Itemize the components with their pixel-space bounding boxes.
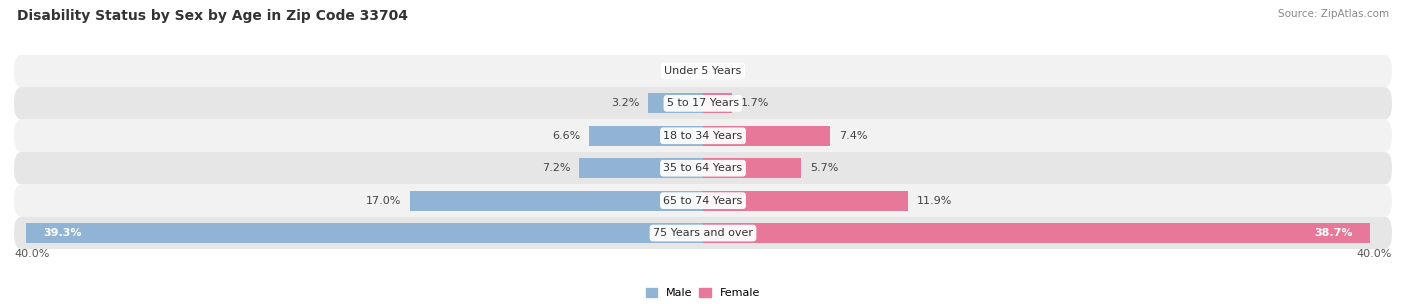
FancyBboxPatch shape (14, 119, 1392, 152)
Text: 5.7%: 5.7% (810, 163, 838, 173)
FancyBboxPatch shape (14, 185, 1392, 217)
Bar (27, 223, 703, 243)
Text: 18 to 34 Years: 18 to 34 Years (664, 131, 742, 141)
Bar (703, 126, 831, 146)
Bar (703, 158, 801, 178)
Text: 75 Years and over: 75 Years and over (652, 228, 754, 238)
FancyBboxPatch shape (14, 152, 1392, 185)
Text: 5 to 17 Years: 5 to 17 Years (666, 98, 740, 108)
Text: 7.2%: 7.2% (541, 163, 571, 173)
Bar (411, 191, 703, 211)
FancyBboxPatch shape (14, 55, 1392, 87)
Bar (579, 158, 703, 178)
Text: Under 5 Years: Under 5 Years (665, 66, 741, 76)
Text: 0.0%: 0.0% (666, 66, 695, 76)
Bar (703, 191, 908, 211)
Text: Disability Status by Sex by Age in Zip Code 33704: Disability Status by Sex by Age in Zip C… (17, 9, 408, 23)
Text: 40.0%: 40.0% (1357, 249, 1392, 259)
Legend: Male, Female: Male, Female (647, 288, 759, 298)
Text: 3.2%: 3.2% (610, 98, 640, 108)
Text: 38.7%: 38.7% (1313, 228, 1353, 238)
Text: Source: ZipAtlas.com: Source: ZipAtlas.com (1278, 9, 1389, 19)
Text: 7.4%: 7.4% (839, 131, 868, 141)
Text: 17.0%: 17.0% (366, 196, 402, 206)
Bar (703, 93, 733, 113)
Text: 39.3%: 39.3% (44, 228, 82, 238)
Bar (589, 126, 703, 146)
Text: 0.0%: 0.0% (711, 66, 740, 76)
FancyBboxPatch shape (14, 217, 1392, 249)
Bar (703, 223, 1369, 243)
Text: 11.9%: 11.9% (917, 196, 952, 206)
Text: 65 to 74 Years: 65 to 74 Years (664, 196, 742, 206)
Text: 6.6%: 6.6% (553, 131, 581, 141)
Bar (648, 93, 703, 113)
Text: 40.0%: 40.0% (14, 249, 49, 259)
FancyBboxPatch shape (14, 87, 1392, 119)
Text: 1.7%: 1.7% (741, 98, 769, 108)
Text: 35 to 64 Years: 35 to 64 Years (664, 163, 742, 173)
